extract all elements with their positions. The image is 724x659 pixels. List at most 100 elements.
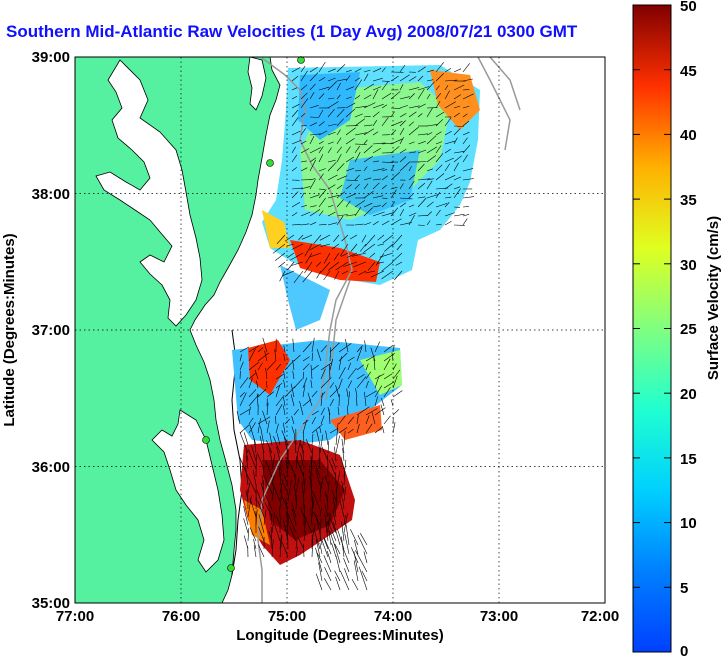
velocity-vector xyxy=(321,539,329,558)
velocity-vector xyxy=(318,210,324,217)
lat-tick: 35:00 xyxy=(32,595,70,612)
velocity-vector xyxy=(327,161,337,172)
velocity-vector xyxy=(310,508,313,526)
velocity-vector xyxy=(343,486,347,502)
velocity-vector xyxy=(300,98,309,109)
velocity-vector xyxy=(399,120,406,127)
velocity-vector xyxy=(350,270,358,274)
velocity-vector xyxy=(281,430,289,446)
velocity-vector xyxy=(426,93,431,100)
velocity-vector xyxy=(265,367,268,380)
velocity-vector xyxy=(338,356,342,371)
velocity-vector xyxy=(338,415,346,425)
velocity-vector xyxy=(253,538,257,550)
velocity-vector xyxy=(327,101,339,109)
velocity-vector xyxy=(372,160,379,163)
velocity-vector xyxy=(346,252,358,258)
velocity-vector xyxy=(435,153,444,163)
lat-tick-labels: 39:00 38:00 37:00 36:00 35:00 xyxy=(32,49,70,612)
velocity-vector xyxy=(248,372,256,380)
velocity-vector xyxy=(335,261,349,271)
velocity-vector xyxy=(243,535,249,550)
lon-tick: 72:00 xyxy=(581,608,619,625)
velocity-vector xyxy=(287,515,290,526)
velocity-vector xyxy=(392,409,400,416)
velocity-vector xyxy=(327,521,337,542)
velocity-vector xyxy=(462,113,468,118)
velocity-vector xyxy=(399,137,404,145)
velocity-vector xyxy=(327,174,338,181)
velocity-vector xyxy=(373,356,376,371)
velocity-vector xyxy=(275,364,282,371)
velocity-vector xyxy=(363,102,376,109)
velocity-vector xyxy=(239,409,250,416)
velocity-vector xyxy=(435,93,442,100)
velocity-vector xyxy=(444,148,451,154)
velocity-vector xyxy=(266,440,273,454)
velocity-vector xyxy=(356,396,358,407)
velocity-vector xyxy=(444,90,450,100)
velocity-vector xyxy=(336,137,342,145)
velocity-vector xyxy=(444,220,452,226)
velocity-field-south xyxy=(232,340,402,565)
velocity-vector xyxy=(313,460,321,478)
velocity-vector xyxy=(364,234,376,247)
velocity-vector xyxy=(309,469,313,486)
velocity-vector xyxy=(336,82,341,91)
velocity-vector xyxy=(291,103,300,109)
velocity-vector xyxy=(279,468,282,486)
velocity-vector xyxy=(335,435,340,454)
velocity-vector xyxy=(262,480,265,502)
velocity-vector xyxy=(453,137,458,145)
velocity-vector xyxy=(335,486,338,510)
velocity-vector xyxy=(462,137,468,145)
velocity-vector xyxy=(283,345,286,353)
velocity-vector xyxy=(337,406,340,416)
velocity-vector xyxy=(327,97,335,100)
velocity-vector xyxy=(335,385,340,398)
velocity-vector xyxy=(248,422,256,434)
velocity-vector xyxy=(291,95,298,100)
velocity-vector xyxy=(408,193,414,199)
velocity-vector xyxy=(340,243,349,257)
velocity-vector xyxy=(239,361,244,371)
velocity-vector xyxy=(365,371,371,380)
velocity-vector xyxy=(408,151,417,154)
velocity-vector xyxy=(435,164,443,172)
velocity-vector xyxy=(390,107,401,109)
velocity-vector xyxy=(379,252,394,258)
velocity-vector xyxy=(318,86,330,91)
velocity-vector xyxy=(417,197,427,208)
velocity-vector xyxy=(462,218,468,226)
velocity-vector xyxy=(292,360,295,371)
velocity-vector xyxy=(264,502,273,518)
velocity-vector xyxy=(239,391,245,398)
velocity-vector xyxy=(444,101,456,109)
velocity-vector xyxy=(276,446,281,462)
lat-tick: 38:00 xyxy=(32,186,70,203)
velocity-vector xyxy=(324,505,329,518)
velocity-vector xyxy=(347,356,355,362)
velocity-vector xyxy=(354,223,364,226)
velocity-vector xyxy=(271,475,275,486)
velocity-vector xyxy=(300,223,310,226)
velocity-vector xyxy=(311,352,313,362)
velocity-vector xyxy=(372,77,383,82)
velocity-vector xyxy=(302,356,310,362)
velocity-vector xyxy=(408,121,415,127)
velocity-vector xyxy=(408,204,415,208)
velocity-vector xyxy=(272,483,281,502)
velocity-vector xyxy=(316,552,323,564)
velocity-vector xyxy=(305,439,313,454)
velocity-vector xyxy=(358,270,367,276)
velocity-vector xyxy=(248,406,251,416)
velocity-vector xyxy=(444,67,452,73)
velocity-vector xyxy=(268,448,273,462)
cbar-tick: 45 xyxy=(680,63,697,80)
velocity-vector xyxy=(355,388,358,398)
velocity-vector xyxy=(291,426,295,434)
plot-frame xyxy=(74,56,606,604)
velocity-vector xyxy=(417,161,427,163)
velocity-vector xyxy=(309,159,316,172)
velocity-vector xyxy=(256,393,259,407)
